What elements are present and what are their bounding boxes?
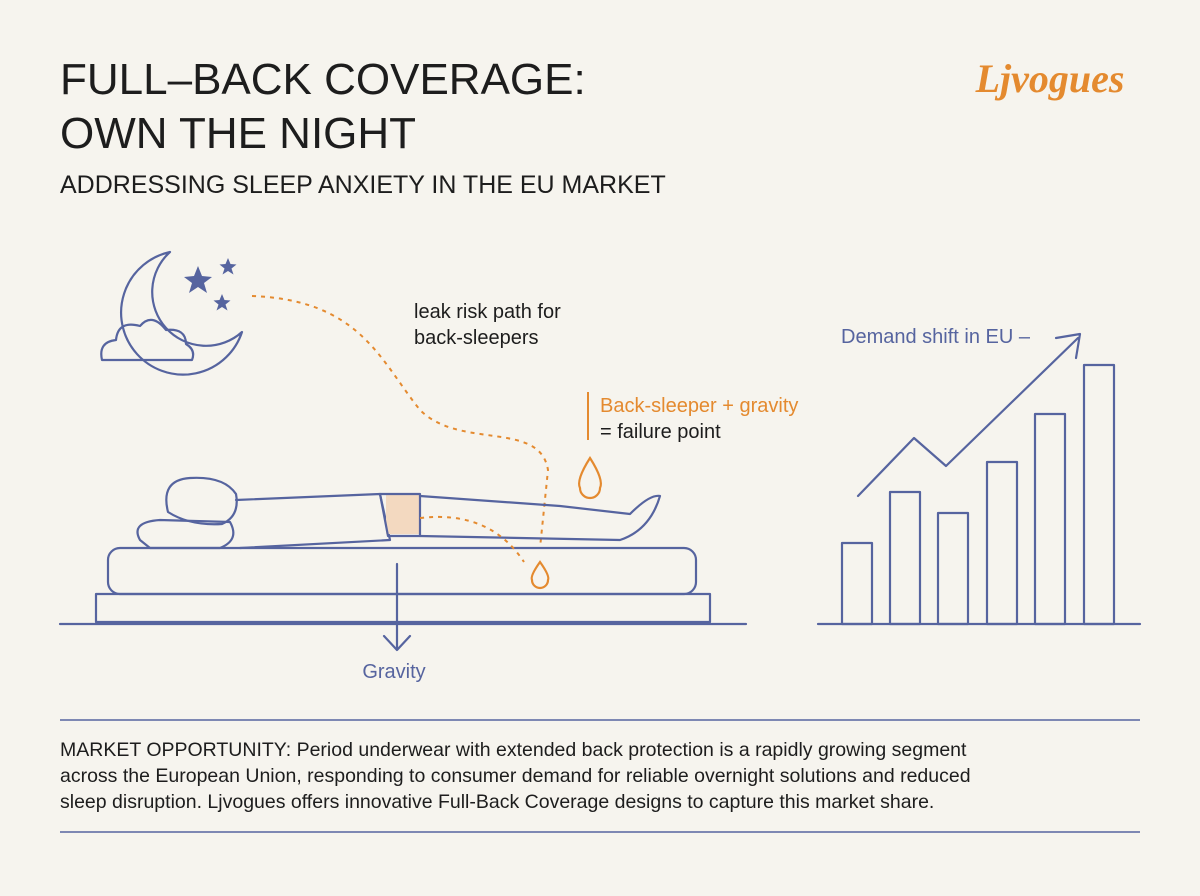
footer-line: sleep disruption. Ljvogues offers innova… xyxy=(60,791,934,813)
drop xyxy=(530,560,550,590)
footer-line: MARKET OPPORTUNITY: Period underwear wit… xyxy=(60,739,967,761)
title-line: FULL–BACK COVERAGE: xyxy=(60,55,586,104)
night-icon xyxy=(100,250,244,376)
footer-line: across the European Union, responding to… xyxy=(60,765,971,787)
annotation: Back-sleeper + gravity xyxy=(600,395,798,417)
annotation: leak risk path for xyxy=(414,301,561,323)
bed-illustration xyxy=(58,476,748,626)
annotation: = failure point xyxy=(600,421,721,443)
logo: Ljvogues xyxy=(975,56,1125,101)
subtitle: ADDRESSING SLEEP ANXIETY IN THE EU MARKE… xyxy=(60,171,666,199)
gravity-label: Gravity xyxy=(362,661,425,683)
annotation: back-sleepers xyxy=(414,327,539,349)
demand-illustration xyxy=(816,332,1142,626)
drop xyxy=(578,455,602,500)
title-line: OWN THE NIGHT xyxy=(60,109,416,158)
demand-label: Demand shift in EU – xyxy=(841,326,1031,348)
